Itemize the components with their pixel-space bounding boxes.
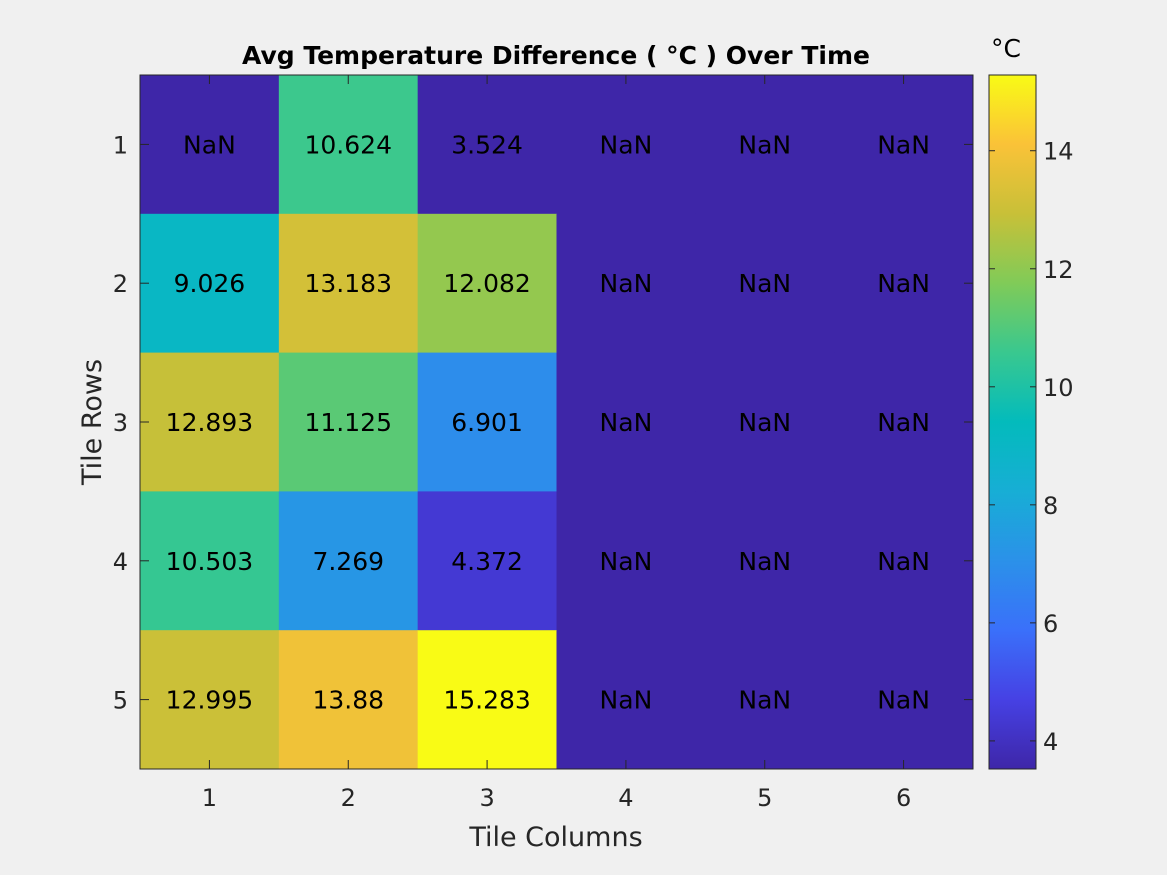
heatmap-cell-r4-c2 — [278, 491, 419, 631]
heatmap-cell-r5-c4 — [556, 630, 696, 770]
x-axis-ticks: 1 2 3 4 5 6 — [202, 75, 911, 812]
cell-label-r5-c6: NaN — [877, 686, 930, 715]
y-axis-ticks: 1 2 3 4 5 — [113, 131, 973, 715]
x-tick-label-5: 5 — [757, 784, 772, 812]
cell-label-r5-c4: NaN — [600, 686, 653, 715]
y-tick-label-2: 2 — [113, 270, 128, 298]
cell-label-r4-c2: 7.269 — [312, 547, 384, 576]
heatmap-cell-r2-c1 — [140, 213, 280, 354]
y-axis-label: Tile Rows — [77, 359, 108, 486]
heatmap-cell-r4-c5 — [695, 491, 835, 631]
colorbar-tick-label-6: 6 — [1043, 610, 1058, 638]
heatmap-cell-r4-c6 — [834, 491, 974, 631]
cell-label-r1-c6: NaN — [877, 130, 930, 159]
heatmap-cell-r5-c2 — [278, 630, 419, 770]
colorbar-tick-label-12: 12 — [1043, 256, 1074, 284]
colorbar-label: °C — [991, 34, 1021, 63]
cell-label-r5-c3: 15.283 — [443, 686, 530, 715]
cell-label-r2-c3: 12.082 — [443, 269, 530, 298]
heatmap-cell-r4-c3 — [417, 491, 557, 631]
heatmap-cell-r2-c5 — [695, 213, 835, 354]
heatmap-cell-r5-c5 — [695, 630, 835, 770]
heatmap-cell-r2-c2 — [278, 213, 419, 354]
heatmap-cell-r4-c4 — [556, 491, 696, 631]
heatmap-cell-r1-c6 — [834, 75, 974, 215]
cell-label-r5-c2: 13.88 — [312, 686, 384, 715]
y-tick-label-5: 5 — [113, 687, 128, 715]
cell-label-r4-c1: 10.503 — [166, 547, 253, 576]
cell-label-r3-c1: 12.893 — [166, 408, 253, 437]
colorbar-tick-label-14: 14 — [1043, 138, 1074, 166]
cell-label-r2-c2: 13.183 — [305, 269, 392, 298]
x-tick-label-4: 4 — [618, 784, 633, 812]
heatmap-cell-r1-c1 — [140, 75, 280, 215]
heatmap-cell-r1-c3 — [417, 75, 557, 215]
cell-label-r1-c4: NaN — [600, 130, 653, 159]
cell-label-r3-c5: NaN — [738, 408, 791, 437]
cell-label-r4-c6: NaN — [877, 547, 930, 576]
cell-label-r3-c3: 6.901 — [451, 408, 523, 437]
x-tick-label-1: 1 — [202, 784, 217, 812]
cell-label-r2-c5: NaN — [738, 269, 791, 298]
x-axis-label: Tile Columns — [468, 822, 642, 853]
cell-label-r2-c6: NaN — [877, 269, 930, 298]
cell-label-r4-c3: 4.372 — [451, 547, 523, 576]
cell-label-r2-c1: 9.026 — [174, 269, 246, 298]
heatmap-cell-r1-c2 — [278, 75, 419, 215]
colorbar — [988, 74, 1037, 770]
heatmap-cell-r3-c2 — [278, 352, 419, 492]
heatmap-cells — [140, 75, 974, 770]
cell-label-r3-c6: NaN — [877, 408, 930, 437]
x-tick-label-3: 3 — [479, 784, 494, 812]
colorbar-tick-label-10: 10 — [1043, 374, 1074, 402]
y-tick-label-3: 3 — [113, 409, 128, 437]
heatmap-cell-r1-c4 — [556, 75, 696, 215]
heatmap-cell-r3-c6 — [834, 352, 974, 492]
colorbar-tick-label-8: 8 — [1043, 492, 1058, 520]
heatmap-cell-r5-c1 — [140, 630, 280, 770]
cell-label-r3-c2: 11.125 — [305, 408, 392, 437]
cell-label-r5-c5: NaN — [738, 686, 791, 715]
colorbar-tick-label-4: 4 — [1043, 728, 1058, 756]
heatmap-cell-r3-c5 — [695, 352, 835, 492]
heatmap-cell-r1-c5 — [695, 75, 835, 215]
cell-label-r4-c5: NaN — [738, 547, 791, 576]
cell-label-r3-c4: NaN — [600, 408, 653, 437]
heatmap-cell-r3-c4 — [556, 352, 696, 492]
cell-label-r5-c1: 12.995 — [166, 686, 253, 715]
x-tick-label-6: 6 — [896, 784, 911, 812]
heatmap-cell-r3-c1 — [140, 352, 280, 492]
x-tick-label-2: 2 — [341, 784, 356, 812]
y-tick-label-4: 4 — [113, 548, 128, 576]
heatmap-cell-r3-c3 — [417, 352, 557, 492]
heatmap-cell-r2-c3 — [417, 213, 557, 354]
cell-label-r2-c4: NaN — [600, 269, 653, 298]
cell-label-r4-c4: NaN — [600, 547, 653, 576]
heatmap-cell-r2-c4 — [556, 213, 696, 354]
cell-label-r1-c1: NaN — [183, 130, 236, 159]
heatmap-cell-r2-c6 — [834, 213, 974, 354]
cell-label-r1-c3: 3.524 — [451, 130, 523, 159]
cell-label-r1-c2: 10.624 — [305, 130, 392, 159]
chart-title: Avg Temperature Difference ( °C ) Over T… — [242, 41, 870, 70]
heatmap-cell-r5-c3 — [417, 630, 557, 770]
heatmap-cell-r5-c6 — [834, 630, 974, 770]
heatmap-cell-labels: NaN 10.624 3.524 NaN NaN NaN 9.026 13.183 12.082… — [166, 130, 930, 714]
colorbar-ticks: 4 6 8 10 12 14 — [989, 138, 1074, 756]
heatmap-cell-r4-c1 — [140, 491, 280, 631]
cell-label-r1-c5: NaN — [738, 130, 791, 159]
y-tick-label-1: 1 — [113, 131, 128, 159]
